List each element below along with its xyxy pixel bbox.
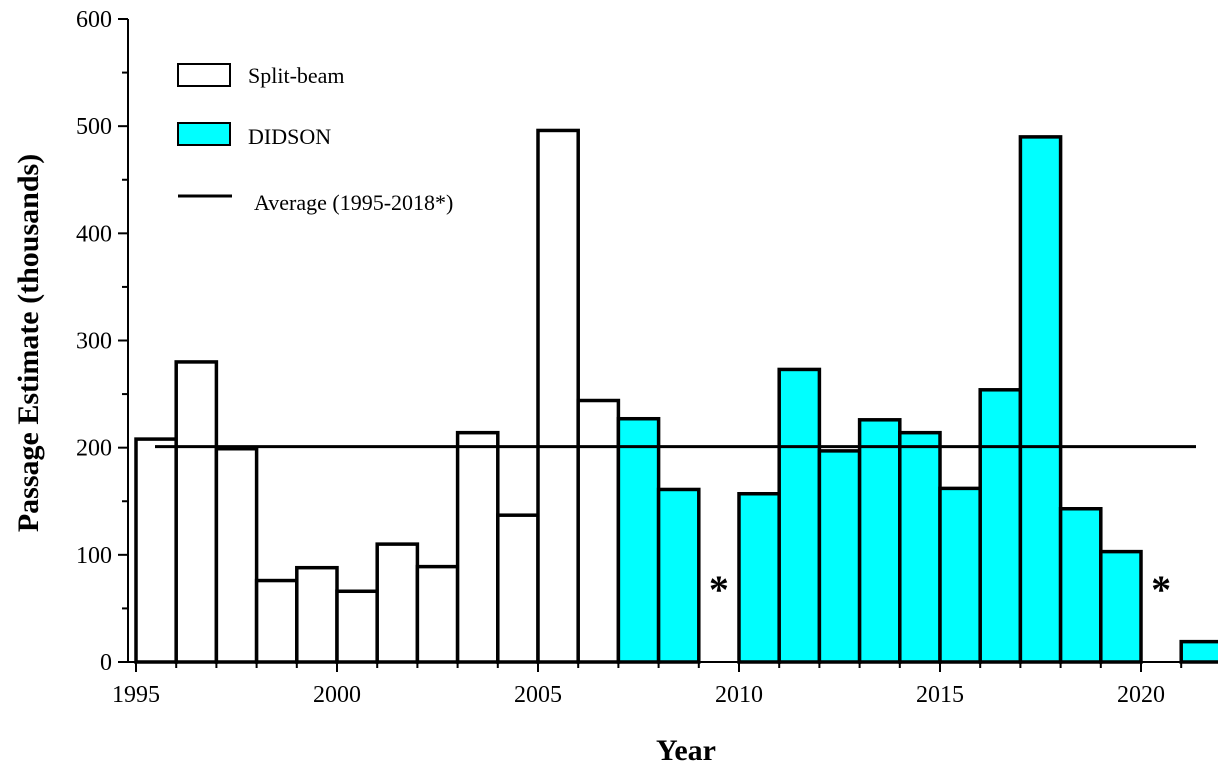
bar-split-beam-1995 bbox=[134, 437, 178, 664]
bar-didson-2021 bbox=[1179, 639, 1218, 664]
y-tick-label: 100 bbox=[76, 543, 112, 569]
y-axis-title: Passage Estimate (thousands) bbox=[12, 154, 45, 532]
y-tick-label: 600 bbox=[76, 7, 112, 33]
bar-didson-2015 bbox=[938, 486, 982, 664]
bar-didson-2007 bbox=[616, 416, 661, 664]
bar-didson-2010 bbox=[737, 491, 781, 664]
bar-didson-2011 bbox=[777, 367, 822, 664]
legend-label-average: Average (1995-2018*) bbox=[254, 190, 453, 215]
y-tick-label: 200 bbox=[76, 436, 112, 462]
bar-split-beam-1997 bbox=[214, 446, 259, 664]
bar-split-beam-2000 bbox=[335, 589, 379, 664]
x-tick-label: 1995 bbox=[112, 682, 160, 708]
missing-marker-2009: * bbox=[709, 567, 729, 612]
bar-didson-2017 bbox=[1018, 135, 1063, 664]
y-tick-label: 500 bbox=[76, 114, 112, 140]
bar-split-beam-2002 bbox=[415, 564, 460, 664]
y-tick-label: 0 bbox=[100, 650, 112, 676]
bar-split-beam-2005 bbox=[536, 128, 580, 664]
x-tick-label: 2005 bbox=[514, 682, 562, 708]
bar-didson-2013 bbox=[857, 418, 902, 664]
legend-label-split-beam: Split-beam bbox=[248, 63, 345, 88]
bar-split-beam-1996 bbox=[174, 360, 219, 664]
y-tick-label: 400 bbox=[76, 221, 112, 247]
bar-split-beam-2006 bbox=[576, 398, 621, 664]
bar-split-beam-2004 bbox=[496, 513, 540, 664]
x-tick-label: 2015 bbox=[916, 682, 964, 708]
missing-marker-2020: * bbox=[1151, 567, 1171, 612]
bar-didson-2014 bbox=[898, 430, 942, 664]
bar-didson-2018 bbox=[1058, 507, 1103, 664]
legend-label-didson: DIDSON bbox=[248, 124, 331, 149]
x-tick-label: 2020 bbox=[1117, 682, 1165, 708]
bar-split-beam-2003 bbox=[455, 430, 500, 664]
bar-split-beam-1998 bbox=[254, 578, 299, 664]
bar-split-beam-2001 bbox=[375, 542, 420, 664]
bar-didson-2019 bbox=[1099, 549, 1143, 664]
bar-didson-2012 bbox=[817, 449, 862, 664]
x-tick-label: 2000 bbox=[313, 682, 361, 708]
bars-layer bbox=[134, 128, 1218, 664]
axes: 0 100 200 300 400 500 600 1995 2000 2005 2010 2015 2… bbox=[76, 7, 1216, 708]
legend-swatch-didson bbox=[177, 122, 231, 146]
bar-split-beam-1999 bbox=[295, 565, 339, 664]
legend-swatch-split-beam bbox=[177, 63, 231, 87]
x-axis-title: Year bbox=[656, 734, 716, 767]
bar-didson-2008 bbox=[656, 487, 701, 664]
y-tick-label: 300 bbox=[76, 329, 112, 355]
bar-didson-2016 bbox=[978, 388, 1023, 664]
x-tick-label: 2010 bbox=[715, 682, 763, 708]
legend: Split-beam DIDSON Average (1995-2018*) bbox=[177, 63, 453, 215]
missing-markers: * * bbox=[709, 567, 1171, 612]
